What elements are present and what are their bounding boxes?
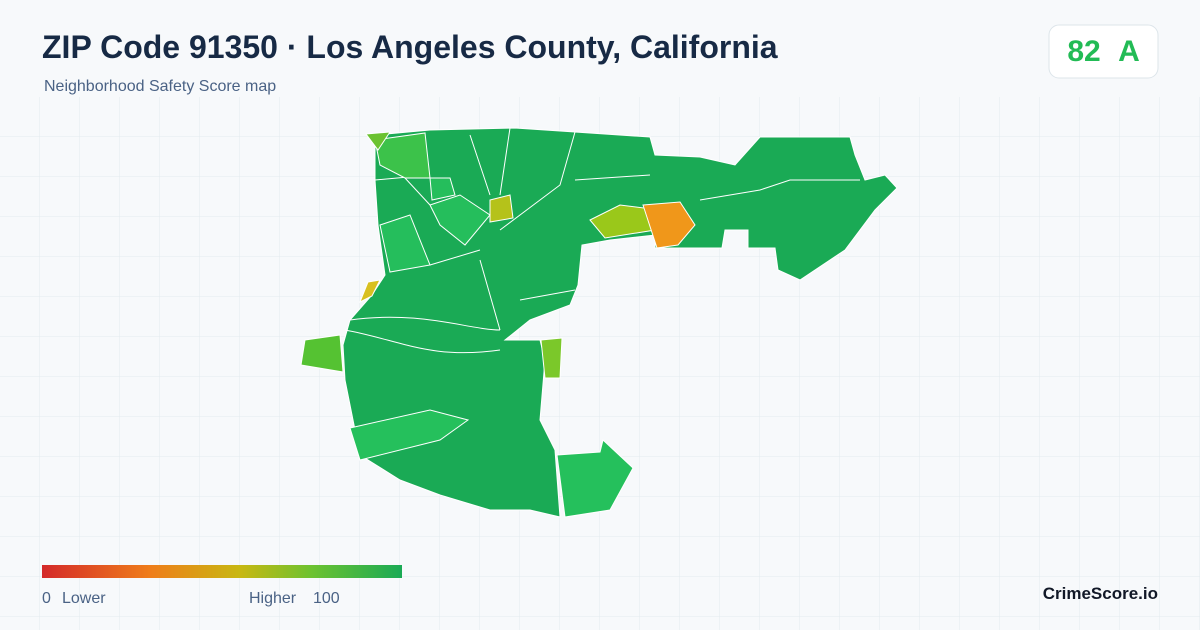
score-value: 82: [1067, 35, 1100, 68]
legend-min-label: Lower: [62, 590, 106, 607]
zip-map: [300, 127, 898, 518]
map-region: [349, 409, 470, 461]
map-region: [365, 131, 391, 151]
map-region: [429, 194, 491, 246]
brand: CrimeScore.io: [1043, 584, 1158, 603]
subtitle: Neighborhood Safety Score map: [44, 78, 276, 95]
legend-max-label: Higher: [249, 590, 297, 607]
map-region: [379, 214, 431, 273]
map-region: [489, 194, 514, 223]
map-region: [300, 334, 344, 373]
map-region: [540, 337, 563, 379]
legend-max: 100: [313, 590, 340, 607]
score-badge: [1048, 24, 1159, 79]
map-region: [359, 279, 381, 304]
map-region: [374, 132, 431, 179]
map-region: [556, 439, 634, 518]
title: ZIP Code 91350 · Los Angeles County, Cal…: [42, 29, 778, 65]
map-region: [429, 177, 456, 201]
legend-min: 0: [42, 590, 51, 607]
map-region: [642, 201, 696, 249]
score-grade: A: [1118, 35, 1140, 68]
legend-scale: [42, 565, 402, 578]
